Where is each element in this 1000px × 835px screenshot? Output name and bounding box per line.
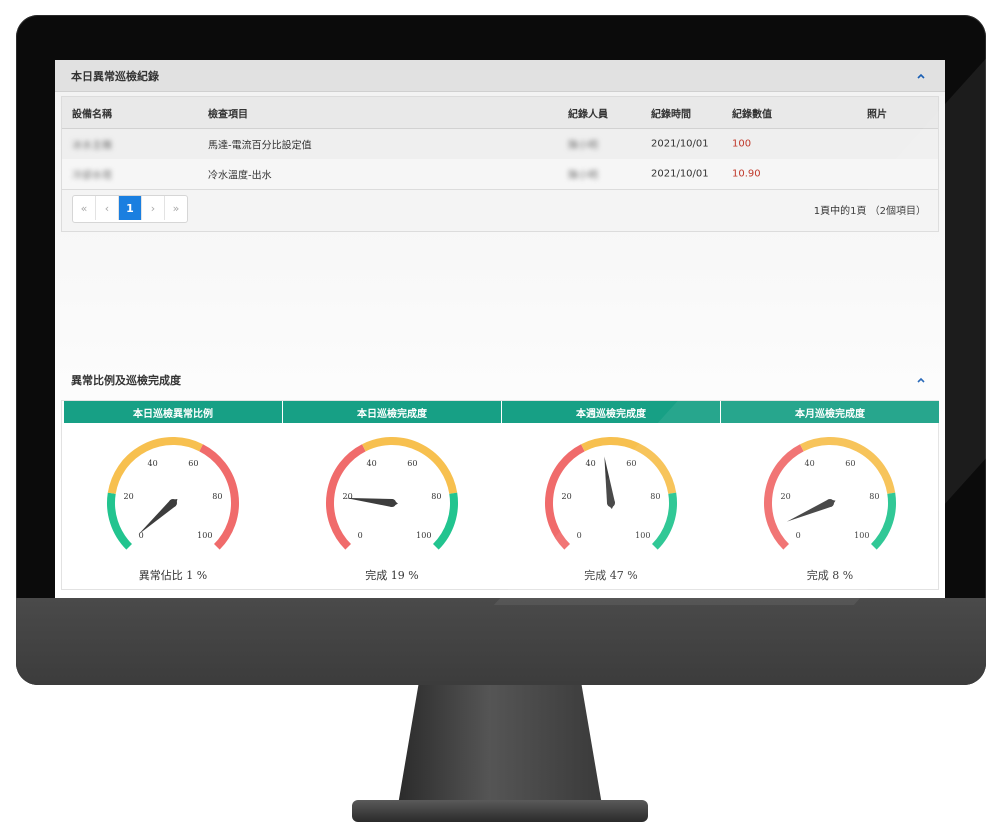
gauge-hub	[388, 499, 396, 507]
gauge-tick-label: 20	[562, 492, 572, 501]
gauge-area: 本日巡檢異常比例 0 20 40 60 80 100 異常佔比 1 % 本日巡檢完成度 0 2…	[61, 400, 939, 590]
monitor-chin	[16, 598, 986, 685]
gauge-tick-label: 100	[635, 531, 650, 540]
gauge-hub	[607, 499, 615, 507]
gauge-tick-label: 60	[845, 459, 855, 468]
cell-value: 10.90	[732, 168, 761, 180]
gauge-tick-label: 100	[416, 531, 431, 540]
gauge-card-weekly-completion: 本週巡檢完成度 0 20 40 60 80 100 完成 47 %	[502, 401, 720, 591]
monitor-stand-base	[352, 800, 648, 822]
screen: 本日異常巡檢紀錄 設備名稱 檢查項目 紀錄人員 紀錄時間 紀錄數值 照片 冰水主…	[55, 60, 945, 598]
gauge-band	[870, 492, 896, 550]
gauge-tick-label: 0	[577, 531, 582, 540]
column-header-device[interactable]: 設備名稱	[72, 109, 112, 120]
gauge-title: 本日巡檢完成度	[283, 401, 501, 423]
gauge-value-label: 異常佔比 1 %	[139, 568, 207, 582]
gauge-tick-label: 40	[367, 459, 377, 468]
monitor-stand	[398, 685, 602, 805]
gauge-title: 本日巡檢異常比例	[64, 401, 282, 423]
panel-header-abnormal-records[interactable]: 本日異常巡檢紀錄	[55, 60, 945, 92]
table-row[interactable]: 冷卻水塔 冷水溫度-出水 陳小明 2021/10/01 10.90	[62, 159, 938, 190]
cell-device: 冰水主機	[72, 140, 112, 152]
gauge-tick-label: 20	[124, 492, 134, 501]
gauge-title: 本月巡檢完成度	[721, 401, 939, 423]
last-page-button[interactable]: »	[172, 201, 180, 215]
table-row[interactable]: 冰水主機 馬達-電流百分比設定值 陳小明 2021/10/01 100	[62, 129, 938, 160]
panel-title: 異常比例及巡檢完成度	[71, 374, 181, 387]
page-info: 1頁中的1頁 （2個項目）	[813, 206, 926, 217]
prev-page-button[interactable]: ‹	[96, 196, 119, 220]
column-header-recorder[interactable]: 紀錄人員	[568, 109, 608, 120]
gauge-tick-label: 60	[407, 459, 417, 468]
next-page-button[interactable]: ›	[142, 196, 165, 220]
gauge-band	[362, 437, 458, 495]
cell-value: 100	[732, 138, 752, 150]
gauge-tick-label: 80	[650, 492, 660, 501]
gauge-needle	[604, 456, 615, 509]
gauge-hub	[169, 499, 177, 507]
gauge-needle	[138, 498, 178, 535]
panel-title: 本日異常巡檢紀錄	[71, 69, 159, 83]
pagination: « ‹ 1 › »	[72, 195, 188, 223]
cell-device: 冷卻水塔	[72, 170, 112, 182]
gauge-card-monthly-completion: 本月巡檢完成度 0 20 40 60 80 100 完成 8 %	[721, 401, 939, 591]
gauge-band	[764, 444, 804, 550]
gauge-tick-label: 100	[197, 531, 212, 540]
gauge-band	[107, 437, 203, 495]
gauge-band	[581, 437, 677, 495]
gauge-tick-label: 20	[343, 492, 353, 501]
gauge-band	[199, 444, 239, 550]
chevron-up-icon[interactable]	[915, 70, 927, 82]
column-header-value[interactable]: 紀錄數值	[732, 109, 772, 120]
page-button-current[interactable]: 1	[119, 196, 142, 220]
cell-item: 冷水溫度-出水	[208, 170, 272, 182]
gauge-value-label: 完成 8 %	[807, 568, 853, 582]
gauge-card-daily-completion: 本日巡檢完成度 0 20 40 60 80 100 完成 19 %	[283, 401, 501, 591]
column-header-time[interactable]: 紀錄時間	[651, 109, 691, 120]
gauge-tick-label: 40	[148, 459, 158, 468]
cell-time: 2021/10/01	[651, 168, 709, 180]
gauge-value-label: 完成 19 %	[365, 568, 418, 582]
gauge-chart: 0 20 40 60 80 100 完成 19 %	[326, 437, 458, 582]
gauge-band	[432, 492, 458, 550]
gauge-value-label: 完成 47 %	[584, 568, 637, 582]
gauge-tick-label: 0	[139, 531, 144, 540]
cell-time: 2021/10/01	[651, 138, 709, 150]
column-header-item[interactable]: 檢查項目	[208, 109, 248, 120]
cell-recorder: 陳小明	[568, 170, 598, 182]
gauge-band	[651, 492, 677, 550]
gauge-band	[107, 492, 133, 550]
gauge-tick-label: 0	[796, 531, 801, 540]
cell-item: 馬達-電流百分比設定值	[208, 140, 312, 152]
gauge-tick-label: 80	[869, 492, 879, 501]
gauge-chart: 0 20 40 60 80 100 異常佔比 1 %	[107, 437, 239, 582]
gauge-tick-label: 40	[586, 459, 596, 468]
column-header-photo[interactable]: 照片	[867, 109, 887, 120]
gauge-tick-label: 0	[358, 531, 363, 540]
gauge-chart: 0 20 40 60 80 100 完成 8 %	[764, 437, 896, 582]
gauge-title: 本週巡檢完成度	[502, 401, 720, 423]
records-table: 設備名稱 檢查項目 紀錄人員 紀錄時間 紀錄數值 照片 冰水主機 馬達-電流百分…	[61, 96, 939, 232]
gauge-needle	[786, 499, 836, 522]
gauge-band	[545, 444, 585, 550]
gauge-band	[326, 444, 366, 550]
panel-header-gauges[interactable]: 異常比例及巡檢完成度	[55, 364, 945, 396]
gauge-band	[800, 437, 896, 495]
gauge-tick-label: 40	[805, 459, 815, 468]
gauge-needle	[345, 497, 398, 507]
cell-recorder: 陳小明	[568, 140, 598, 152]
gauge-tick-label: 60	[188, 459, 198, 468]
chevron-up-icon[interactable]	[915, 374, 927, 386]
gauge-tick-label: 60	[626, 459, 636, 468]
gauge-tick-label: 100	[854, 531, 869, 540]
table-header-row: 設備名稱 檢查項目 紀錄人員 紀錄時間 紀錄數值 照片	[62, 97, 938, 129]
gauge-tick-label: 80	[212, 492, 222, 501]
gauge-tick-label: 20	[781, 492, 791, 501]
gauge-hub	[826, 499, 834, 507]
gauge-chart: 0 20 40 60 80 100 完成 47 %	[545, 437, 677, 582]
gauge-tick-label: 80	[431, 492, 441, 501]
first-page-button[interactable]: «	[73, 196, 96, 220]
gauge-card-daily-abnormal: 本日巡檢異常比例 0 20 40 60 80 100 異常佔比 1 %	[64, 401, 282, 591]
